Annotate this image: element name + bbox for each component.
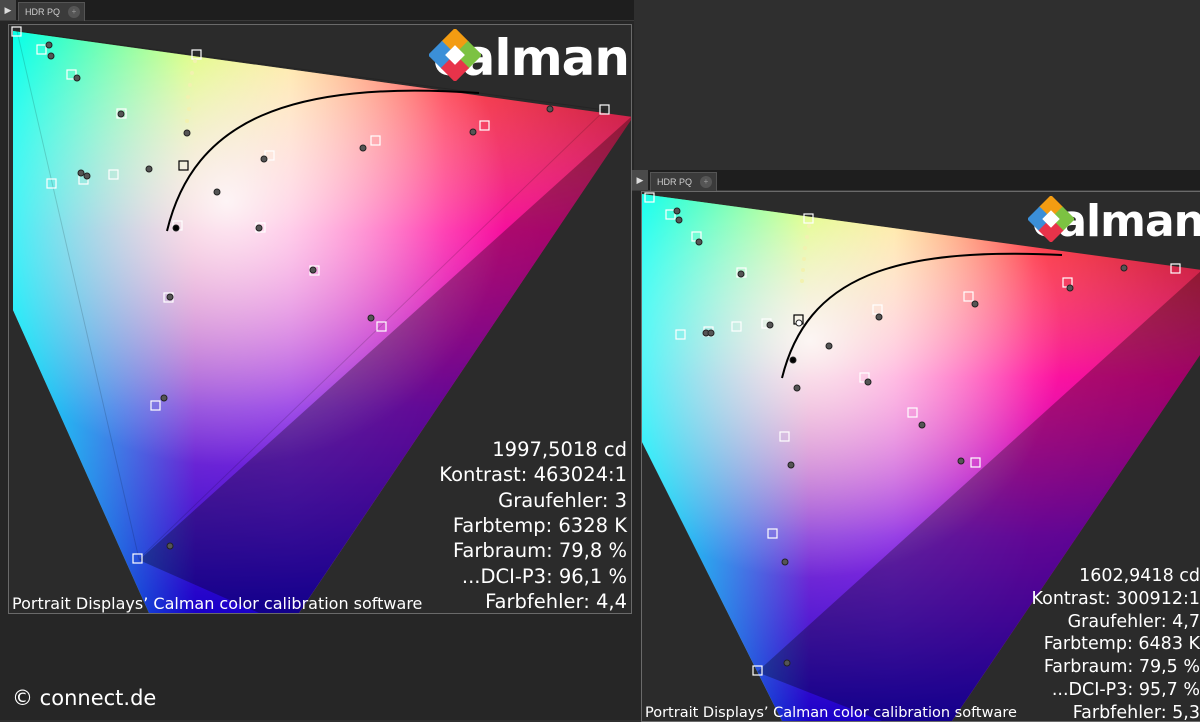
calman-logo-icon <box>429 29 481 81</box>
play-icon[interactable]: ▶ <box>0 0 16 20</box>
close-icon[interactable]: + <box>700 176 712 188</box>
play-icon[interactable]: ▶ <box>632 170 648 190</box>
calman-window-1: ▶ HDR PQ + <box>0 0 634 720</box>
calman-logo-icon <box>1028 196 1074 242</box>
color-temp-value: Farbtemp: 6483 K <box>1032 633 1200 656</box>
cie-chart: calman 1997,5018 cd Kontrast: 463024:1 G… <box>8 24 632 614</box>
measurement-stats: 1602,9418 cd Kontrast: 300912:1 Graufehl… <box>1032 565 1200 722</box>
contrast-value: Kontrast: 463024:1 <box>439 462 627 487</box>
calman-logo: calman <box>1028 196 1200 247</box>
close-icon[interactable]: + <box>68 6 80 18</box>
luminance-value: 1602,9418 cd <box>1032 565 1200 588</box>
caption: Portrait Displays’ Calman color calibrat… <box>12 594 422 613</box>
color-temp-value: Farbtemp: 6328 K <box>439 513 627 538</box>
copyright-watermark: © connect.de <box>12 686 156 710</box>
tab-label: HDR PQ <box>657 177 692 187</box>
caption: Portrait Displays’ Calman color calibrat… <box>645 705 1017 721</box>
calman-logo: calman <box>429 29 629 87</box>
color-error-value: Farbfehler: 4,4 <box>439 589 627 614</box>
color-error-value: Farbfehler: 5,3 <box>1032 702 1200 722</box>
contrast-value: Kontrast: 300912:1 <box>1032 588 1200 611</box>
calman-window-2: ▶ HDR PQ + <box>632 170 1200 720</box>
tab-label: HDR PQ <box>25 7 60 17</box>
dci-p3-value: ...DCI-P3: 96,1 % <box>439 564 627 589</box>
tab-bar: ▶ HDR PQ + <box>0 0 634 21</box>
tab-hdr-pq[interactable]: HDR PQ + <box>650 172 717 191</box>
cie-chart: calman 1602,9418 cd Kontrast: 300912:1 G… <box>641 191 1200 722</box>
luminance-value: 1997,5018 cd <box>439 437 627 462</box>
color-space-value: Farbraum: 79,8 % <box>439 538 627 563</box>
gray-error-value: Graufehler: 4,7 <box>1032 611 1200 634</box>
measurement-stats: 1997,5018 cd Kontrast: 463024:1 Graufehl… <box>439 437 627 614</box>
dci-p3-value: ...DCI-P3: 95,7 % <box>1032 679 1200 702</box>
gray-error-value: Graufehler: 3 <box>439 488 627 513</box>
tab-hdr-pq[interactable]: HDR PQ + <box>18 2 85 21</box>
tab-bar: ▶ HDR PQ + <box>632 170 1200 191</box>
color-space-value: Farbraum: 79,5 % <box>1032 656 1200 679</box>
